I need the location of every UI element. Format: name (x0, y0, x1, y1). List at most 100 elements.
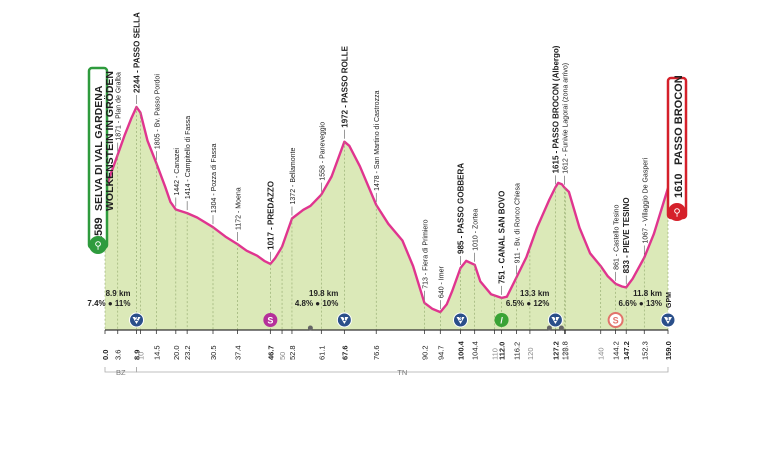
x-tick-label: 76.6 (372, 345, 381, 360)
x-tick-label: 144.2 (612, 341, 621, 360)
waypoint-label: 1372 - Bellamonte (290, 148, 297, 205)
camera-dot-icon (307, 325, 313, 331)
x-tick-label: 116.2 (512, 342, 521, 360)
x-tick-label: 129.8 (561, 341, 570, 360)
sprint-letter: S (267, 316, 273, 326)
mountain-icon (456, 317, 465, 324)
finish-name: PASSO BROCON (673, 75, 685, 165)
waypoint-layer: 1871 - Plan de Gralba 2244 - PASSO SELLA 1… (87, 12, 662, 310)
waypoint-label: 1414 - Campitello di Fassa (185, 116, 192, 199)
climb-gradient: 6.5% ● 12% (506, 299, 550, 308)
x-tick-label: 37.4 (233, 345, 242, 360)
waypoint-label: 1172 - Moena (235, 187, 242, 230)
x-tick-label: 110 (490, 348, 499, 360)
climb-length: 8.9 km (106, 289, 131, 298)
profile-layer (103, 105, 670, 330)
waypoint-label: 1304 - Pozza di Fassa (211, 143, 218, 213)
finish-bike-icon: ⚲ (673, 208, 680, 219)
waypoint-label: 1615 - PASSO BROCON (Albergo) (551, 45, 560, 173)
bonus-letter: S (613, 316, 619, 326)
start-flag-icon (89, 236, 107, 254)
waypoint-label: 1478 - San Martino di Castrozza (374, 90, 381, 190)
x-tick-label: 104.4 (471, 341, 480, 360)
x-tick-label: 130 (561, 347, 570, 360)
finish-marker: 1610 PASSO BROCON ⚲ (666, 75, 688, 221)
waypoint-label: 861 - Castello Tesino (614, 204, 621, 269)
waypoint-label: 1871 - Plan de Gralba (116, 72, 123, 141)
x-tick-label: 46.7 (266, 345, 275, 360)
x-tick-label: 0.0 (101, 350, 110, 360)
climb-length: 11.8 km (633, 289, 662, 298)
grid-layer (104, 106, 669, 330)
start-name-line1: SELVA DI VAL GARDENA (93, 85, 105, 211)
waypoint-label: 1010 - Zortea (473, 209, 480, 251)
waypoint-label: 1612 - Funivie Lagorai (zona arrivo) (563, 63, 570, 174)
x-tick-label: 147.2 (622, 341, 631, 360)
x-tick-label: 127.2 (551, 341, 560, 360)
waypoint-label: 1558 - Paneveggio (319, 122, 326, 181)
waypoint-label: 713 - Fiera di Primiero (422, 219, 429, 288)
x-tick-label: 90.2 (420, 345, 429, 360)
waypoint-label: 1442 - Canazei (174, 148, 181, 196)
waypoint-label: 2244 - PASSO SELLA (133, 12, 142, 93)
waypoint-label: 911 - Bv. di Ronco Chiesa (514, 183, 521, 263)
gpm-category: 1 (343, 317, 347, 323)
badge-layer: 2 S 1 3 / 1 S 1 GPM (129, 292, 676, 331)
start-name-line2: WOLKENSTEIN IN GRÖDEN (103, 71, 116, 211)
x-tick-label: 94.7 (436, 345, 445, 360)
x-tick-label: 8.9 (133, 350, 142, 360)
axis-layer: 0.0 3.6 8.910 14.5 20.0 23.2 30.5 37.4 46.7 50 52.… (101, 329, 673, 377)
waypoint-label: 1805 - Bv. Passo Pordoi (154, 74, 161, 149)
waypoint-label: 833 - PIEVE TESINO (622, 197, 631, 273)
camera-dot-icon (558, 325, 564, 331)
x-tick-label: 52.8 (288, 345, 297, 360)
mountain-icon (132, 317, 141, 324)
gpm-category: 3 (459, 317, 463, 323)
x-tick-label: 61.1 (317, 345, 326, 360)
x-tick-label: 100.4 (457, 340, 466, 360)
x-tick-label: 50 (278, 352, 287, 360)
mountain-icon (551, 317, 560, 324)
x-tick-label: 140 (597, 347, 606, 360)
x-tick-label: 152.3 (640, 341, 649, 360)
gpm-category: 1 (554, 317, 558, 323)
x-tick-label: 30.5 (209, 345, 218, 360)
x-tick-label: 10 (136, 352, 145, 360)
climb-length: 19.8 km (309, 289, 338, 298)
waypoint-label: 751 - CANAL SAN BOVO (498, 191, 507, 284)
feed-zone-icon (494, 313, 509, 327)
gpm-category: 1 (666, 317, 670, 323)
x-tick-label: 112.0 (498, 342, 507, 360)
waypoint-label: 1017 - PREDAZZO (266, 181, 275, 250)
waypoint-label: 985 - PASSO GOBBERA (457, 163, 466, 254)
profile-area (105, 107, 668, 330)
waypoint-label: 1067 - Villaggio De Gasperi (642, 158, 649, 244)
gpm-category: 2 (135, 317, 139, 323)
x-tick-label: 23.2 (183, 345, 192, 360)
x-tick-label: 67.6 (340, 345, 349, 360)
gpm-finish-label: GPM (666, 292, 673, 308)
waypoint-label: 1972 - PASSO ROLLE (340, 45, 349, 127)
camera-dot-icon (546, 325, 552, 331)
region-label: TN (397, 368, 407, 377)
climb-length: 13.3 km (520, 289, 549, 298)
x-tick-label: 159.0 (664, 341, 673, 360)
region-bracket-TN (136, 367, 669, 373)
start-bike-icon: ⚲ (94, 241, 101, 252)
sprint-badge-icon (263, 313, 278, 327)
waypoint-label: 640 - Imer (438, 266, 445, 299)
climb-gradient: 4.8% ● 10% (295, 299, 339, 308)
mountain-icon (664, 317, 672, 324)
region-label: BZ (116, 368, 126, 377)
x-tick-label: 120 (526, 347, 535, 360)
start-marker: 1589 SELVA DI VAL GARDENA WOLKENSTEIN IN… (87, 66, 116, 254)
x-tick-label: 14.5 (152, 345, 161, 360)
start-elevation: 1589 (93, 218, 105, 242)
finish-flag-icon (668, 203, 686, 221)
feed-zone-mark: / (500, 316, 503, 326)
climb-gradient: 7.4% ● 11% (87, 299, 130, 308)
bonus-sprint-icon (607, 312, 624, 328)
profile-line (103, 105, 670, 314)
